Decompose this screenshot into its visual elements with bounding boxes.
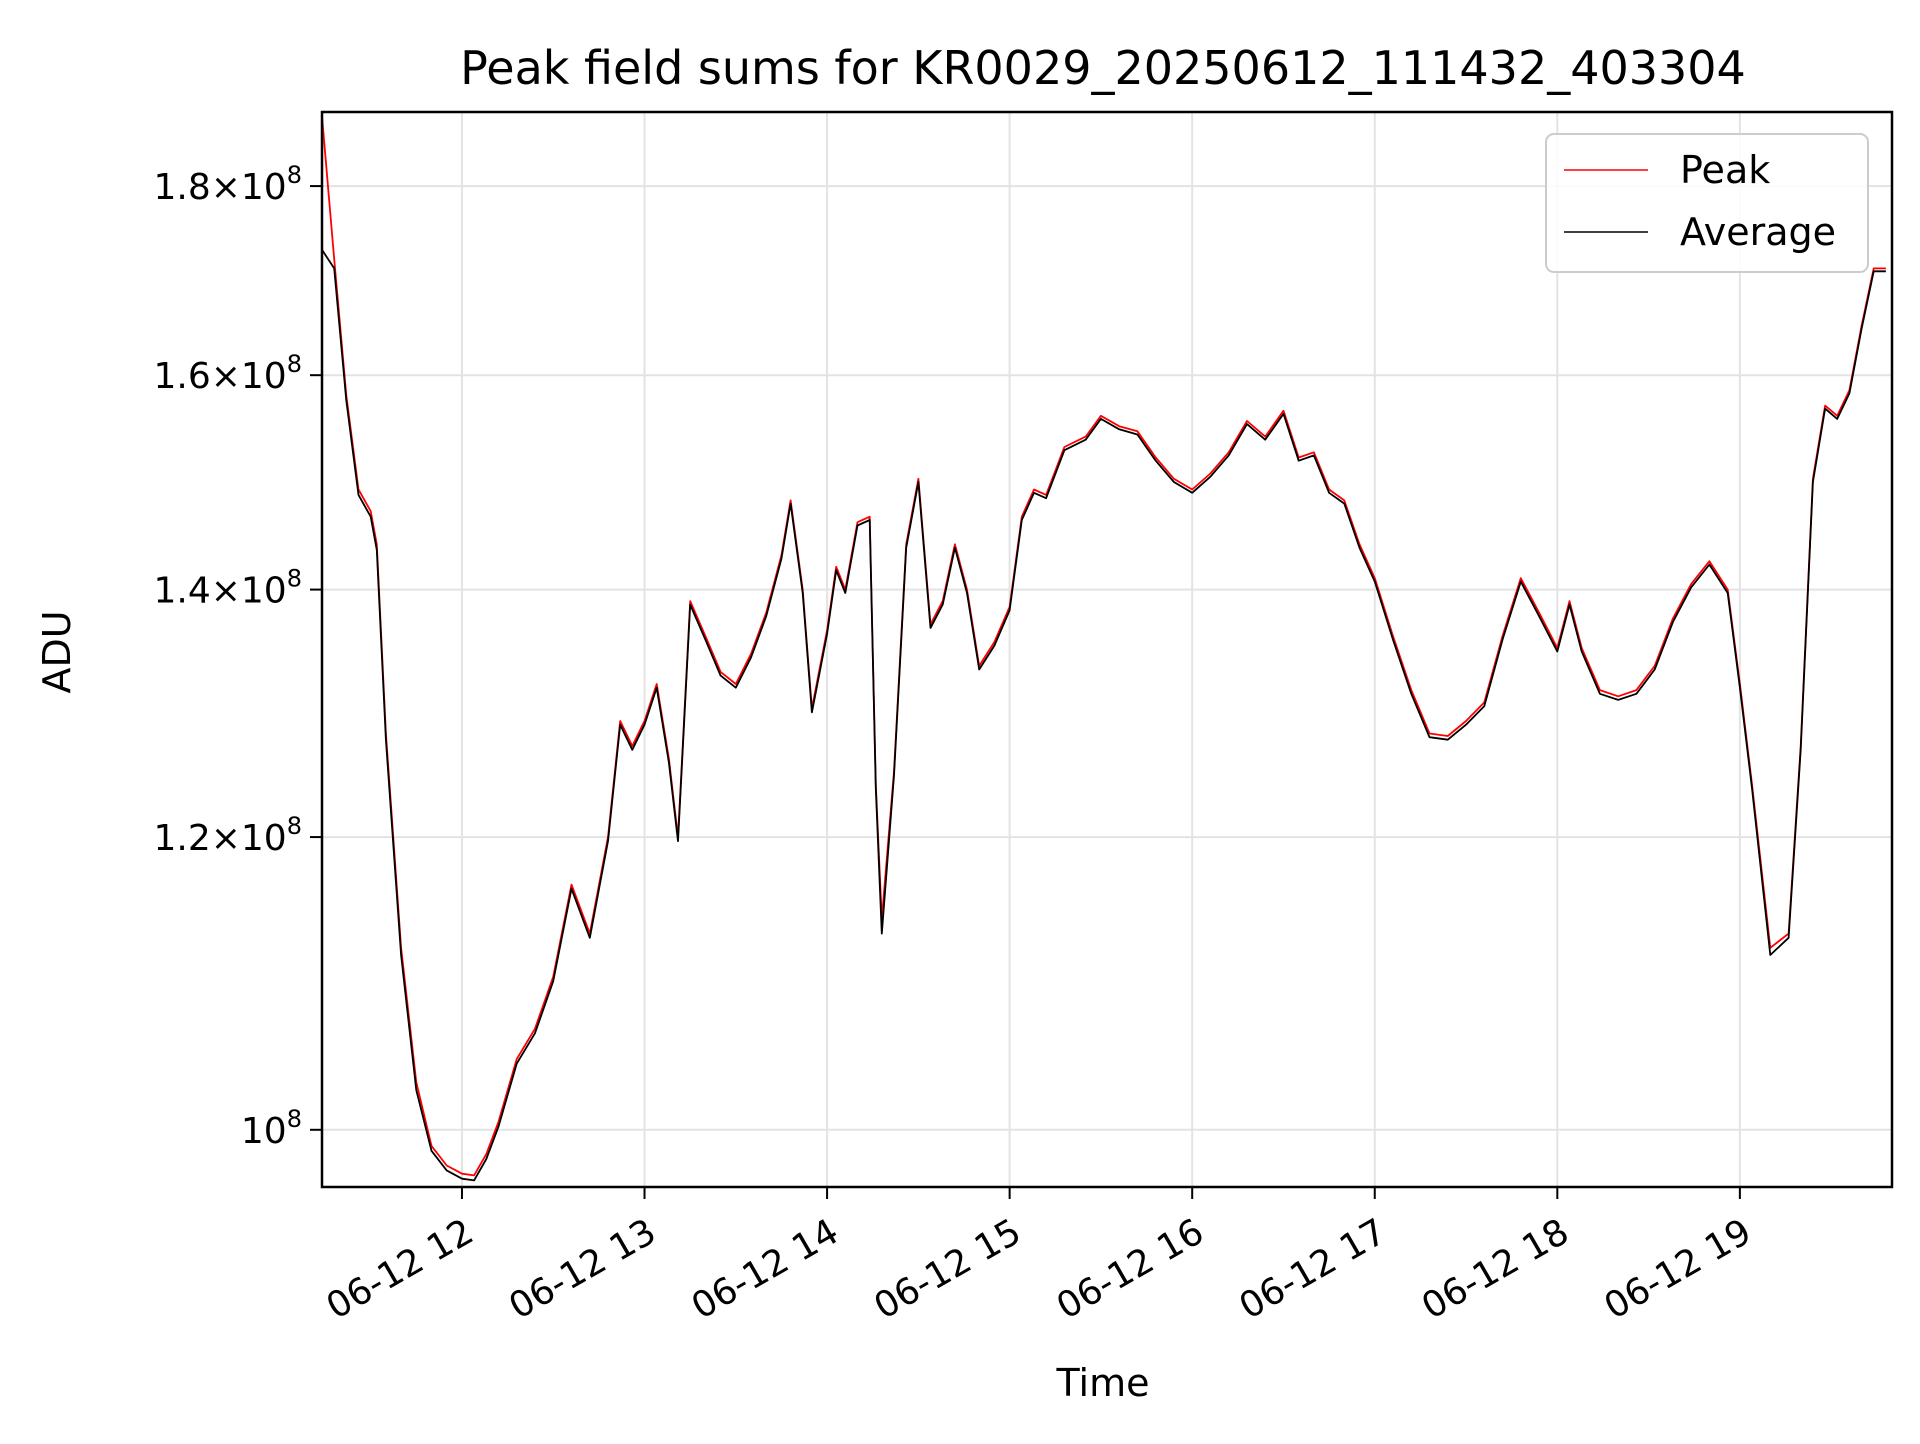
legend: Peak Average <box>1545 133 1869 273</box>
legend-label-average: Average <box>1680 210 1836 254</box>
y-tick-label: 1.2×108 <box>153 812 302 859</box>
y-tick-label: 1.4×108 <box>153 565 302 612</box>
y-tick-label: 1.6×108 <box>153 350 302 397</box>
chart-title: Peak field sums for KR0029_20250612_1114… <box>460 41 1746 95</box>
plot-frame <box>320 110 1894 1189</box>
y-tick-label: 1.8×108 <box>153 161 302 208</box>
grid <box>322 112 1892 1187</box>
x-axis-label: Time <box>1056 1361 1150 1405</box>
y-axis-label: ADU <box>35 610 79 693</box>
series-line-average <box>321 249 1886 1182</box>
legend-box <box>1545 133 1869 273</box>
series-layer <box>321 116 1886 1182</box>
y-axis-ticks: 108 1.2×108 1.4×108 1.6×108 1.8×108 <box>153 161 322 1152</box>
legend-label-peak: Peak <box>1680 148 1770 192</box>
y-tick-label: 108 <box>241 1105 302 1152</box>
